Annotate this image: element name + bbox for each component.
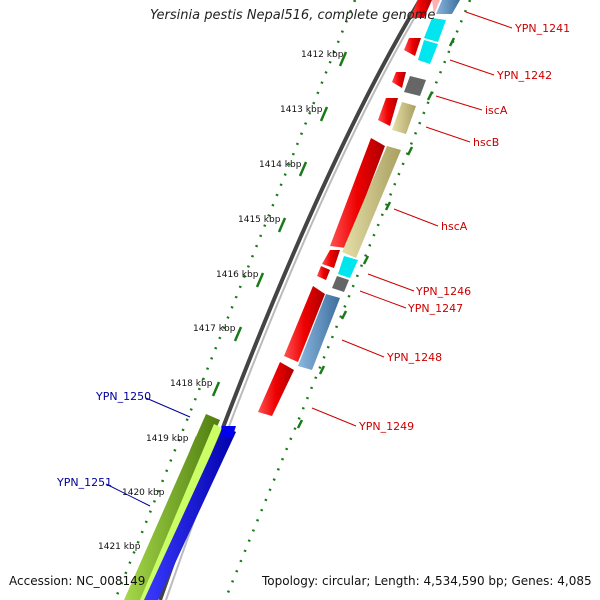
gene-ypn-1241-2[interactable] <box>404 38 421 56</box>
gene-ypn-1241-cyan[interactable] <box>424 18 446 42</box>
gene-ypn-1241-blue[interactable] <box>436 0 460 14</box>
gene-hscA-small[interactable] <box>322 250 340 268</box>
gene-steel-1[interactable] <box>298 294 340 370</box>
tick-label-1416: 1416 kbp <box>216 270 259 280</box>
gene-cyan-2[interactable] <box>338 256 358 278</box>
track2-genes <box>298 0 460 370</box>
tick-label-1421: 1421 kbp <box>98 542 141 552</box>
label-hscB[interactable]: hscB <box>473 136 499 149</box>
left-leaders <box>105 397 191 507</box>
inner-ticks <box>296 37 456 429</box>
label-ypn-1247[interactable]: YPN_1247 <box>407 302 463 315</box>
label-ypn-1242[interactable]: YPN_1242 <box>496 69 552 82</box>
label-ypn-1248[interactable]: YPN_1248 <box>386 351 442 364</box>
gene-grey-1[interactable] <box>404 76 426 96</box>
label-ypn-1251[interactable]: YPN_1251 <box>56 476 112 489</box>
tick-label-1417: 1417 kbp <box>193 324 236 334</box>
accession-text: Accession: NC_008149 <box>9 574 146 588</box>
reverse-genes <box>124 414 236 600</box>
gene-ypn-1241[interactable] <box>410 0 432 18</box>
gene-ypn-1250-lightgreen[interactable] <box>140 424 222 600</box>
gene-ypn-1248[interactable] <box>284 286 325 362</box>
gene-ypn-1242-cyan[interactable] <box>418 40 438 64</box>
gene-khaki-1[interactable] <box>392 102 416 134</box>
gene-iscA[interactable] <box>378 98 398 126</box>
label-ypn-1250[interactable]: YPN_1250 <box>95 390 151 403</box>
gene-ypn-1241-cap <box>432 0 440 14</box>
gene-ypn-1242[interactable] <box>392 72 406 88</box>
gene-ypn-1249[interactable] <box>258 362 294 416</box>
tick-label-1413: 1413 kbp <box>280 105 323 115</box>
gene-grey-2[interactable] <box>332 276 349 292</box>
tick-label-1420: 1420 kbp <box>122 488 165 498</box>
label-ypn-1246[interactable]: YPN_1246 <box>415 285 471 298</box>
gene-hscB[interactable] <box>330 138 385 248</box>
map-title: Yersinia pestis Nepal516, complete genom… <box>150 8 436 23</box>
inner-track-right <box>223 0 472 600</box>
gene-ypn-1250-green[interactable] <box>124 414 220 600</box>
right-leaders <box>311 11 513 427</box>
tick-label-1412: 1412 kbp <box>301 50 344 60</box>
gene-khaki-2[interactable] <box>342 146 401 258</box>
label-iscA[interactable]: iscA <box>485 104 508 117</box>
label-hscA[interactable]: hscA <box>441 220 468 233</box>
topology-text: Topology: circular; Length: 4,534,590 bp… <box>262 574 592 588</box>
forward-genes <box>258 0 440 416</box>
gene-ypn-1251-blue-cap <box>220 426 236 438</box>
tick-label-1415: 1415 kbp <box>238 215 281 225</box>
gene-ypn-1246[interactable] <box>317 266 330 280</box>
backbone-inner <box>165 0 426 600</box>
tick-label-1414: 1414 kbp <box>259 160 302 170</box>
label-ypn-1241[interactable]: YPN_1241 <box>514 22 570 35</box>
gene-ypn-1251-blue[interactable] <box>144 426 236 600</box>
tick-label-1418: 1418 kbp <box>170 379 213 389</box>
label-ypn-1249[interactable]: YPN_1249 <box>358 420 414 433</box>
tick-label-1419: 1419 kbp <box>146 434 189 444</box>
